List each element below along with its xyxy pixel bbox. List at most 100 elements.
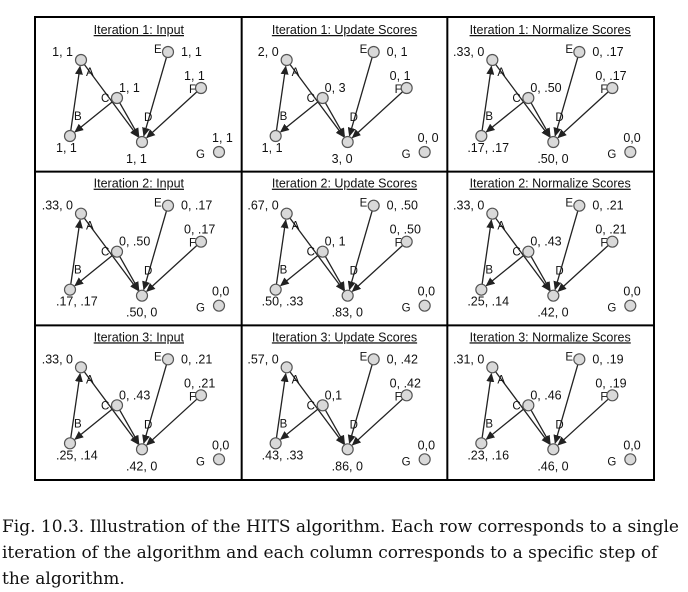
- node-score-label: 0, .43: [119, 388, 150, 402]
- edge-arrow: [530, 409, 551, 445]
- node-letter: G: [607, 456, 616, 468]
- node-letter: F: [189, 84, 196, 96]
- node-score-label: .50, 0: [126, 306, 157, 320]
- node-letter: A: [292, 67, 300, 79]
- panel-title: Iteration 3: Input: [94, 330, 185, 344]
- node-letter: B: [485, 265, 493, 277]
- graph-node: [110, 399, 124, 412]
- node-score-label: .42, 0: [126, 459, 157, 473]
- graph-node: [367, 353, 380, 366]
- hits-panel: Iteration 1: Input A 1, 1 B 1, 1 C 1, 1 D 1, 1 E 1…: [52, 23, 233, 166]
- graph-node: [212, 145, 226, 159]
- node-letter: A: [292, 221, 300, 233]
- edge-arrow: [324, 102, 346, 138]
- edge-arrow: [275, 65, 289, 131]
- node-score-label: 0,0: [623, 285, 640, 299]
- edge-arrow: [142, 210, 168, 291]
- graph-node: [212, 453, 226, 466]
- graph-node: [316, 399, 329, 412]
- edge-arrow: [74, 408, 114, 440]
- node-letter: C: [512, 93, 520, 105]
- graph-node: [624, 453, 637, 466]
- node-score-label: 0, .42: [387, 352, 418, 366]
- graph-node: [63, 437, 77, 450]
- edge-arrow: [275, 219, 289, 285]
- graph-node: [418, 145, 431, 159]
- edge-arrow: [495, 64, 551, 138]
- graph-node: [212, 299, 226, 312]
- edge-arrow: [347, 210, 373, 291]
- graph-node: [486, 53, 499, 67]
- node-letter: G: [402, 149, 411, 161]
- edge-arrow: [289, 371, 345, 445]
- node-score-label: .25, .14: [56, 448, 98, 462]
- graph-node: [269, 437, 282, 450]
- graph-node: [418, 299, 431, 312]
- node-score-label: 0,0: [623, 131, 640, 145]
- node-score-label: 0, 1: [390, 69, 411, 83]
- node-score-label: .43, .33: [262, 448, 304, 462]
- node-score-label: .33, 0: [42, 199, 73, 213]
- graph-node: [400, 81, 413, 95]
- node-score-label: 3, 0: [332, 152, 353, 166]
- node-letter: E: [154, 198, 162, 210]
- graph-node: [522, 91, 535, 105]
- node-score-label: 0, 3: [325, 81, 346, 95]
- edge-arrow: [83, 217, 139, 292]
- node-score-label: .57, 0: [247, 352, 278, 366]
- edge-arrow: [289, 64, 345, 138]
- graph-node: [573, 45, 586, 59]
- node-score-label: 0, .43: [530, 235, 561, 249]
- edge-arrow: [74, 100, 114, 133]
- node-score-label: 1, 1: [262, 141, 283, 155]
- graph-node: [400, 389, 413, 402]
- node-score-label: .33, 0: [453, 45, 484, 59]
- edge-arrow: [495, 217, 551, 292]
- hits-panel: Iteration 3: Input A .33, 0 B .25, .14 C 0, .4…: [42, 330, 230, 473]
- edge-arrow: [119, 409, 140, 445]
- graph-node: [194, 235, 208, 248]
- edge-arrow: [119, 102, 140, 138]
- edge-arrow: [146, 398, 198, 446]
- edge-arrow: [351, 244, 404, 292]
- graph-node: [316, 91, 329, 105]
- node-letter: F: [189, 391, 196, 403]
- node-letter: A: [497, 374, 505, 386]
- graph-node: [624, 145, 637, 159]
- node-letter: G: [196, 149, 205, 161]
- node-score-label: .67, 0: [247, 199, 278, 213]
- node-letter: F: [189, 238, 196, 250]
- edge-arrow: [324, 409, 346, 445]
- graph-node: [194, 81, 208, 95]
- node-letter: D: [350, 112, 358, 124]
- graph-node: [280, 53, 293, 67]
- node-score-label: 1, 1: [119, 81, 140, 95]
- node-score-label: .83, 0: [332, 306, 363, 320]
- graph-node: [316, 245, 329, 258]
- edge-arrow: [70, 219, 83, 285]
- graph-node: [606, 235, 619, 248]
- node-letter: E: [154, 44, 162, 56]
- graph-node: [269, 129, 282, 143]
- edge-arrow: [530, 102, 551, 138]
- hits-panel: Iteration 1: Normalize Scores A .33, 0 B .17…: [453, 23, 641, 166]
- node-letter: F: [395, 391, 402, 403]
- node-letter: F: [600, 238, 607, 250]
- node-letter: B: [74, 111, 82, 123]
- node-score-label: .23, .16: [467, 448, 509, 462]
- node-score-label: .50, 0: [537, 152, 568, 166]
- node-score-label: 1, 1: [181, 45, 202, 59]
- graph-node: [341, 135, 354, 149]
- node-letter: F: [600, 84, 607, 96]
- edge-arrow: [275, 372, 289, 438]
- node-score-label: 0, .21: [184, 376, 215, 390]
- graph-node: [74, 53, 88, 67]
- node-letter: E: [154, 351, 162, 363]
- panel-title: Iteration 3: Normalize Scores: [470, 330, 631, 344]
- edge-arrow: [142, 364, 168, 445]
- graph-node: [547, 135, 560, 149]
- node-score-label: 0,0: [623, 438, 640, 452]
- node-score-label: 0, .42: [390, 376, 421, 390]
- edge-arrow: [553, 57, 579, 137]
- node-score-label: 0,0: [212, 438, 229, 452]
